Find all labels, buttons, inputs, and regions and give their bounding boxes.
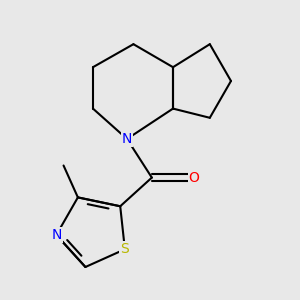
Text: N: N (51, 228, 62, 242)
Text: S: S (121, 242, 129, 256)
Text: O: O (189, 171, 200, 184)
Text: N: N (122, 132, 132, 146)
